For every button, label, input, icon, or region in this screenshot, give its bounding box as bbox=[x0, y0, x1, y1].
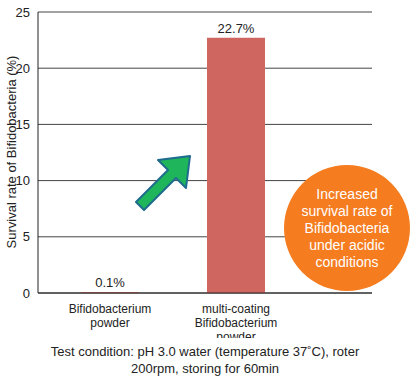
svg-text:20: 20 bbox=[15, 60, 30, 76]
svg-text:25: 25 bbox=[16, 5, 30, 20]
html-text:Increased survival rate of Bif: Increased survival rate of Bifidobacteri… bbox=[301, 185, 393, 270]
svg-text:10: 10 bbox=[15, 173, 30, 189]
svg-text:15: 15 bbox=[15, 117, 30, 132]
svg-text:5: 5 bbox=[23, 229, 30, 244]
svg-text:22.7%: 22.7% bbox=[218, 21, 255, 36]
svg-text:0.1%: 0.1% bbox=[95, 275, 125, 290]
svg-text:multi-coatingBifidobacteriumpo: multi-coatingBifidobacteriumpowder bbox=[195, 302, 278, 338]
html-text:Survival rate of Bifidobacteri: Survival rate of Bifidobacteria (%) bbox=[4, 55, 19, 249]
svg-text:0: 0 bbox=[23, 286, 30, 301]
html-text:Test condition: pH 3.0 water (: Test condition: pH 3.0 water (temperatur… bbox=[50, 344, 360, 376]
svg-text:Bifidobacteriumpowder: Bifidobacteriumpowder bbox=[69, 302, 152, 330]
